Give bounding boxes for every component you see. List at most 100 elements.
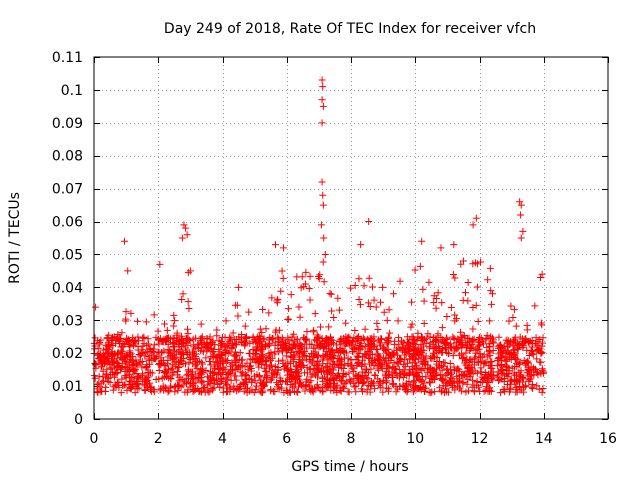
data-point	[357, 339, 365, 347]
data-point	[235, 283, 243, 291]
data-point	[524, 338, 532, 346]
data-point	[513, 385, 521, 393]
data-point	[322, 348, 330, 356]
data-point	[331, 361, 339, 369]
data-point	[98, 387, 106, 395]
data-point	[241, 375, 249, 383]
y-tick-label: 0.11	[52, 50, 83, 66]
data-point	[129, 342, 137, 350]
data-point	[322, 363, 330, 371]
data-point	[348, 337, 356, 345]
data-point	[365, 274, 373, 282]
data-point	[93, 380, 101, 388]
data-point	[117, 389, 125, 397]
data-point	[325, 323, 333, 331]
data-point	[510, 306, 518, 314]
data-point	[271, 348, 279, 356]
data-point	[447, 303, 455, 311]
data-point	[499, 347, 507, 355]
data-point	[243, 333, 251, 341]
data-point	[334, 294, 342, 302]
data-point	[329, 382, 337, 390]
data-point	[274, 295, 282, 303]
data-point	[368, 351, 376, 359]
data-point	[411, 364, 419, 372]
data-point	[525, 351, 533, 359]
data-point	[427, 389, 435, 397]
data-point	[143, 377, 151, 385]
data-point	[410, 355, 418, 363]
data-point	[514, 339, 522, 347]
data-point	[351, 343, 359, 351]
data-point	[417, 334, 425, 342]
y-tick-label: 0.05	[52, 247, 83, 263]
data-point	[178, 295, 186, 303]
data-point	[297, 379, 305, 387]
data-point	[181, 360, 189, 368]
data-point	[300, 361, 308, 369]
data-point	[318, 96, 326, 104]
data-point	[312, 348, 320, 356]
data-point	[345, 388, 353, 396]
data-point	[308, 341, 316, 349]
data-point	[408, 359, 416, 367]
data-point	[265, 336, 273, 344]
data-point	[289, 384, 297, 392]
data-point	[353, 362, 361, 370]
data-point	[303, 344, 311, 352]
data-point	[155, 366, 163, 374]
data-point	[380, 308, 388, 316]
data-point	[268, 366, 276, 374]
data-point	[487, 287, 495, 295]
data-point	[355, 275, 363, 283]
data-point	[480, 351, 488, 359]
data-point	[520, 357, 528, 365]
data-point	[113, 378, 121, 386]
data-point	[418, 237, 426, 245]
data-point	[464, 297, 472, 305]
data-point	[246, 387, 254, 395]
data-point	[483, 379, 491, 387]
data-point	[329, 366, 337, 374]
data-point	[445, 388, 453, 396]
data-point	[246, 355, 254, 363]
data-point	[476, 333, 484, 341]
data-point	[333, 381, 341, 389]
data-point	[166, 335, 174, 343]
data-point	[120, 354, 128, 362]
data-point	[303, 328, 311, 336]
data-point	[274, 333, 282, 341]
data-point	[96, 350, 104, 358]
data-point	[211, 341, 219, 349]
data-point	[407, 323, 415, 331]
data-point	[213, 326, 221, 334]
data-point	[352, 388, 360, 396]
data-point	[458, 350, 466, 358]
data-point	[113, 354, 121, 362]
data-point	[383, 316, 391, 324]
data-point	[408, 320, 416, 328]
data-point	[273, 379, 281, 387]
data-point	[500, 378, 508, 386]
data-point	[335, 306, 343, 314]
data-point	[470, 387, 478, 395]
data-point	[411, 266, 419, 274]
data-point	[539, 385, 547, 393]
data-point	[351, 327, 359, 335]
data-point	[223, 381, 231, 389]
x-tick-label: 10	[406, 431, 424, 447]
data-point	[91, 359, 99, 367]
data-point	[303, 369, 311, 377]
data-point	[422, 384, 430, 392]
data-point	[316, 271, 324, 279]
data-point	[118, 350, 126, 358]
data-point	[321, 250, 329, 258]
data-point	[374, 355, 382, 363]
data-point	[448, 374, 456, 382]
data-point	[285, 346, 293, 354]
data-point	[489, 338, 497, 346]
data-point	[391, 337, 399, 345]
data-point	[174, 382, 182, 390]
data-point	[195, 344, 203, 352]
data-point	[311, 310, 319, 318]
